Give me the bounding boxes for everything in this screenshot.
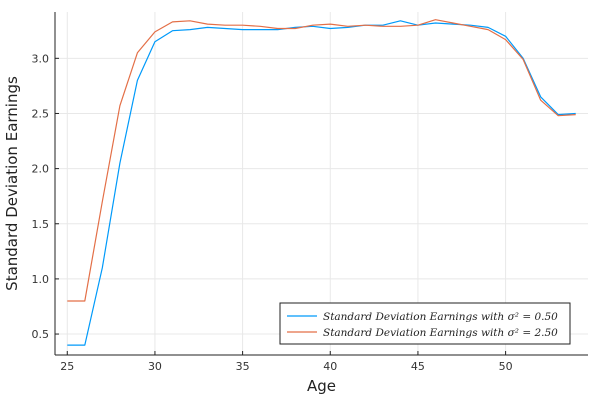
x-axis-title: Age xyxy=(307,377,336,395)
y-axis-title: Standard Deviation Earnings xyxy=(3,76,21,291)
series-line-1 xyxy=(67,20,576,346)
y-tick-label: 1.0 xyxy=(32,273,50,286)
legend-box xyxy=(279,302,571,345)
legend-label-1: Standard Deviation Earnings with σ² = 0.… xyxy=(323,311,558,323)
y-axis-ticks: 0.5 1.0 1.5 2.0 2.5 3.0 xyxy=(32,52,59,341)
x-tick-label: 50 xyxy=(499,360,513,373)
x-tick-label: 45 xyxy=(411,360,425,373)
y-tick-label: 0.5 xyxy=(32,328,50,341)
grid xyxy=(55,12,588,355)
x-tick-label: 25 xyxy=(60,360,74,373)
series-group xyxy=(67,19,576,346)
legend-label-2: Standard Deviation Earnings with σ² = 2.… xyxy=(323,327,558,339)
y-tick-label: 2.5 xyxy=(32,107,50,120)
y-tick-label: 3.0 xyxy=(32,52,50,65)
x-tick-label: 35 xyxy=(236,360,250,373)
x-axis-ticks: 25 30 35 40 45 50 xyxy=(60,351,513,373)
legend-items: Standard Deviation Earnings with σ² = 0.… xyxy=(287,311,558,339)
legend: Standard Deviation Earnings with σ² = 0.… xyxy=(279,302,571,345)
y-tick-label: 2.0 xyxy=(32,163,50,176)
x-tick-label: 30 xyxy=(148,360,162,373)
x-tick-label: 40 xyxy=(323,360,337,373)
y-tick-label: 1.5 xyxy=(32,218,50,231)
series-line-2 xyxy=(67,19,576,302)
